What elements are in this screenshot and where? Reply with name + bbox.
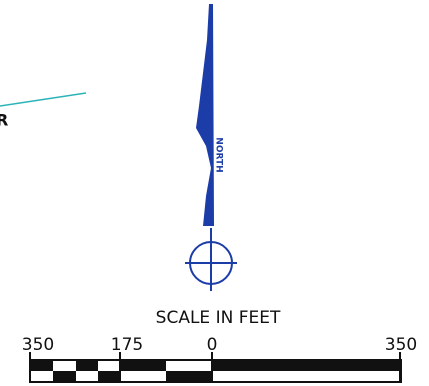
scale-label: 350 — [385, 335, 417, 355]
bar-segment — [76, 360, 98, 371]
bar-segment — [166, 371, 212, 382]
scale-label: 175 — [111, 335, 143, 355]
bar-segment — [212, 360, 401, 371]
bar-segment — [120, 360, 166, 371]
leader-line — [0, 92, 87, 107]
north-label: NORTH — [214, 137, 224, 172]
bar-segment — [98, 371, 120, 382]
bar-segment — [53, 371, 76, 382]
north-arrow: NORTH — [185, 4, 237, 291]
scale-label: 350 — [22, 335, 54, 355]
scale-title: SCALE IN FEET — [156, 308, 281, 328]
scale-bar — [29, 352, 402, 383]
scale-label: 0 — [207, 335, 218, 355]
bar-segment — [30, 360, 53, 371]
arrow-shape — [196, 4, 214, 226]
side-label: R — [0, 111, 8, 130]
